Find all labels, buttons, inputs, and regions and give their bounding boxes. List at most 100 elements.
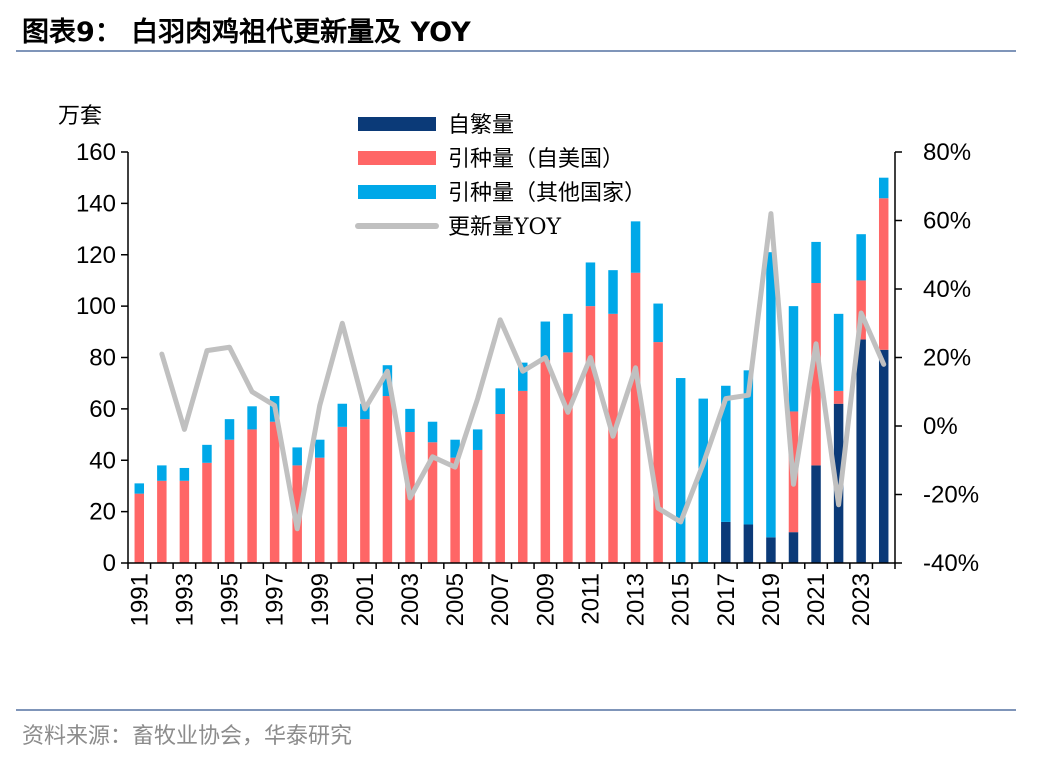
bar-import-other (811, 241, 821, 284)
bar-import-other (134, 483, 145, 494)
bar-import-other (360, 403, 370, 420)
bar-import-us (247, 429, 257, 563)
x-tick-label: 1993 (171, 573, 198, 626)
legend-label: 引种量（自美国） (448, 147, 624, 172)
x-tick-label: 2013 (623, 573, 650, 626)
bar-import-us (653, 342, 663, 563)
y-tick-label: 140 (76, 190, 116, 217)
y-tick-label: 40 (89, 447, 116, 474)
bar-import-other (878, 177, 889, 199)
x-tick-label: 2017 (713, 573, 740, 626)
bar-import-us (563, 352, 573, 563)
bar-import-other (675, 378, 686, 563)
bar-import-other (833, 313, 844, 391)
x-tick-label: 2023 (848, 573, 875, 626)
bar-import-other (540, 321, 551, 361)
yoy-line-layer (159, 211, 887, 532)
bar-self-bred (878, 349, 889, 563)
y-tick-label: 0 (103, 550, 116, 577)
bar-import-other (743, 370, 754, 525)
bar-self-bred (811, 465, 821, 563)
bar-import-us (292, 465, 302, 563)
bar-import-us (518, 390, 528, 563)
bar-import-us (540, 360, 551, 563)
bar-import-other (563, 313, 573, 353)
bar-import-us (337, 426, 348, 563)
legend-label: 更新量YOY (448, 215, 562, 240)
bar-self-bred (743, 524, 754, 563)
bar-import-us (472, 449, 483, 563)
bar-import-other (224, 419, 235, 440)
x-tick-label: 1991 (126, 573, 153, 626)
bar-import-us (157, 480, 167, 563)
y-tick-label: 80 (89, 345, 116, 372)
y-axis-label: 万套 (58, 104, 102, 129)
bar-import-other (247, 406, 257, 430)
x-tick-label: 2019 (758, 573, 785, 626)
y-tick-label: 160 (76, 139, 116, 166)
bar-import-other (472, 429, 483, 450)
y-tick-label: 120 (76, 242, 116, 269)
bar-import-other (292, 447, 302, 466)
bar-import-us (202, 462, 212, 563)
bar-import-other (856, 234, 866, 281)
yoy-line (159, 211, 887, 532)
bar-self-bred (788, 532, 799, 563)
bar-import-us (630, 272, 641, 563)
bar-import-other (405, 408, 415, 432)
legend-swatch (358, 117, 436, 131)
y2-tick-label: -20% (923, 482, 979, 509)
y2-tick-label: 20% (923, 345, 971, 372)
y2-tick-label: 60% (923, 208, 971, 235)
bar-import-us (495, 414, 505, 563)
bar-import-us (134, 493, 145, 563)
bar-import-us (811, 283, 821, 466)
bar-import-other (179, 467, 190, 481)
bar-self-bred (856, 339, 866, 563)
bar-import-us (878, 198, 889, 350)
bottom-rule (16, 709, 1016, 711)
source-note: 资料来源：畜牧业协会，华泰研究 (22, 724, 353, 749)
y-tick-label: 20 (89, 499, 116, 526)
chart-title: 图表9： 白羽肉鸡祖代更新量及 YOY (22, 17, 471, 48)
y-tick-label: 100 (76, 293, 116, 320)
x-tick-label: 1995 (217, 573, 244, 626)
x-tick-label: 2015 (668, 573, 695, 626)
top-rule (16, 50, 1016, 52)
bar-import-other (585, 262, 596, 307)
bar-import-other (698, 398, 708, 563)
bar-import-us (833, 390, 844, 404)
bar-import-other (157, 465, 167, 481)
bar-import-other (766, 252, 776, 538)
y2-tick-label: -40% (923, 550, 979, 577)
bar-import-us (450, 457, 460, 563)
x-tick-label: 1997 (262, 573, 289, 626)
bar-import-other (202, 444, 212, 463)
legend-swatch (358, 185, 436, 199)
x-tick-label: 2005 (442, 573, 469, 626)
x-tick-label: 2007 (487, 573, 514, 626)
bar-import-other (630, 221, 641, 273)
legend-label: 自繁量 (448, 113, 514, 138)
y-tick-label: 60 (89, 396, 116, 423)
y2-tick-label: 0% (923, 413, 958, 440)
legend-swatch (358, 151, 436, 165)
bar-import-us (382, 396, 393, 563)
bar-import-us (269, 421, 280, 563)
bar-import-us (427, 442, 438, 563)
bar-import-other (788, 306, 799, 412)
bar-import-other (653, 303, 663, 343)
x-tick-label: 2011 (577, 573, 604, 625)
bar-import-other (495, 388, 505, 415)
x-tick-label: 1999 (307, 573, 334, 626)
y2-tick-label: 40% (923, 276, 971, 303)
bar-import-other (427, 421, 438, 443)
x-tick-label: 2009 (532, 573, 559, 626)
bar-self-bred (766, 537, 776, 563)
chart: 0 20 40 60 80 100 120 140 160 -40% -20% 0% 20% 40% 60%… (58, 104, 979, 626)
bar-import-us (315, 457, 325, 563)
x-tick-label: 2001 (352, 573, 379, 626)
bar-self-bred (721, 521, 731, 563)
bar-import-other (721, 385, 731, 522)
